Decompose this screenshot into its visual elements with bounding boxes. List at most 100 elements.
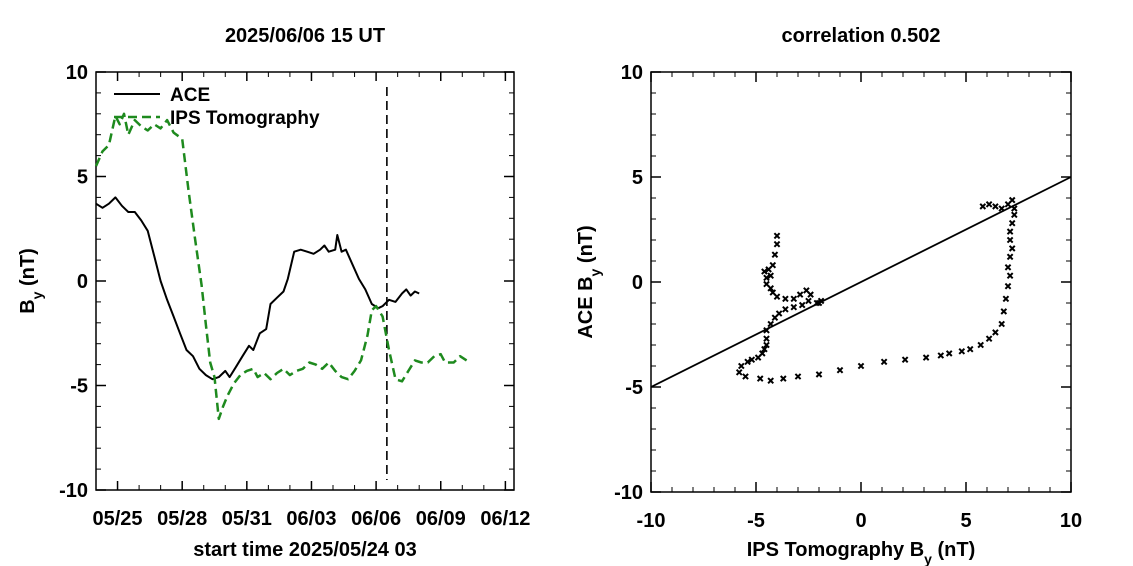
legend-label-ips: IPS Tomography (170, 108, 320, 129)
scatter-point (966, 345, 974, 353)
x-tick-label: 05/28 (157, 508, 207, 530)
scatter-y-axis-label: ACE By (nT) (575, 225, 603, 338)
scatter-point (985, 200, 993, 208)
scatter-point (796, 291, 804, 298)
x-tick-label: 0 (855, 510, 866, 532)
x-tick-label: 10 (1060, 510, 1082, 532)
scatter-point (1006, 253, 1014, 261)
scatter-point (767, 377, 775, 385)
scatter-point (815, 371, 823, 378)
timeseries-y-axis-label: By (nT) (17, 248, 45, 314)
scatter-title: correlation 0.502 (782, 25, 941, 47)
scatter-point (1000, 308, 1008, 315)
scatter-point (773, 232, 781, 240)
scatter-point (744, 358, 751, 366)
scatter-x-axis-label: IPS Tomography By (nT) (747, 539, 976, 566)
y-tick-label: 10 (66, 62, 88, 84)
y-tick-label: 0 (632, 272, 643, 294)
timeseries-series (94, 87, 468, 480)
scatter-point (763, 326, 770, 334)
ips-tomography-line (94, 112, 468, 421)
scatter-point (945, 350, 953, 357)
y-tick-label: -10 (614, 482, 643, 504)
timeseries-ticks (95, 71, 514, 491)
timeseries-x-axis-label: start time 2025/05/24 03 (193, 539, 417, 561)
timeseries-tick-labels: 05/25 05/28 05/31 06/03 06/06 06/09 06/12 -10 -5… (59, 62, 530, 530)
x-tick-label: 05/31 (222, 508, 272, 530)
scatter-point (779, 375, 787, 382)
scatter-point (1006, 272, 1014, 280)
scatter-tick-labels: -10 -5 0 5 10 -10 -5 0 5 10 (614, 62, 1082, 532)
scatter-point (880, 358, 888, 366)
timeseries-legend: ACE IPS Tomography (114, 85, 320, 129)
scatter-fit-line (650, 176, 1072, 388)
scatter-point (901, 356, 909, 364)
scatter-point (977, 341, 985, 349)
timeseries-title: 2025/06/06 15 UT (225, 25, 385, 47)
scatter-point (767, 272, 775, 280)
scatter-point (992, 203, 999, 210)
ace-line (95, 196, 420, 381)
scatter-point (742, 373, 749, 380)
scatter-point (775, 310, 783, 317)
scatter-point (836, 366, 844, 374)
x-tick-label: -5 (747, 510, 765, 532)
scatter-point (735, 368, 743, 376)
scatter-point (1004, 263, 1012, 271)
x-tick-label: 06/03 (286, 508, 336, 530)
scatter-point (769, 289, 777, 296)
scatter-point (763, 335, 770, 343)
x-tick-label: 06/09 (416, 508, 466, 530)
scatter-point (979, 203, 987, 210)
scatter-point (769, 261, 777, 269)
scatter-fit-line-group (650, 176, 1072, 388)
x-tick-label: 06/12 (480, 508, 530, 530)
scatter-point (737, 362, 745, 370)
scatter-point (798, 301, 806, 309)
scatter-point (992, 329, 999, 336)
scatter-point (857, 362, 865, 370)
y-tick-label: -10 (59, 480, 88, 502)
scatter-point (1006, 228, 1014, 235)
timeseries-plot-frame (95, 71, 515, 491)
scatter-point (998, 205, 1006, 212)
scatter-point (771, 251, 779, 259)
scatter-point (748, 356, 756, 364)
scatter-point (767, 320, 775, 328)
scatter-point (815, 299, 823, 307)
scatter-point (803, 287, 810, 294)
scatter-point (761, 345, 768, 353)
legend-label-ace: ACE (170, 85, 210, 106)
scatter-points (735, 196, 1018, 385)
scatter-point (1010, 205, 1018, 212)
y-tick-label: 0 (77, 271, 88, 293)
x-tick-label: 06/06 (351, 508, 401, 530)
scatter-point (761, 268, 768, 275)
y-tick-label: 5 (77, 167, 88, 189)
scatter-point (1006, 236, 1014, 244)
x-tick-label: -10 (637, 510, 666, 532)
scatter-panel: correlation 0.502 -10 -5 0 5 10 -10 -5 0 5 10 IPS… (575, 25, 1082, 566)
scatter-point (1008, 219, 1016, 227)
scatter-point (756, 375, 764, 382)
scatter-point (794, 373, 802, 380)
scatter-point (922, 354, 930, 361)
scatter-point (805, 297, 812, 305)
scatter-point (958, 347, 966, 355)
y-tick-label: -5 (70, 376, 88, 398)
scatter-point (1008, 245, 1016, 252)
scatter-ticks (650, 71, 1072, 493)
scatter-point (790, 295, 798, 303)
timeseries-panel: 2025/06/06 15 UT 05/25 05/28 05/31 06/03 06/… (17, 25, 530, 561)
scatter-point (1008, 196, 1016, 204)
scatter-point (758, 350, 766, 357)
scatter-point (763, 341, 770, 349)
scatter-point (937, 352, 945, 359)
scatter-point (1002, 295, 1010, 303)
scatter-point (1010, 211, 1018, 219)
scatter-point (790, 303, 798, 311)
scatter-point (985, 335, 993, 343)
scatter-point (998, 320, 1006, 328)
scatter-point (763, 280, 770, 288)
y-tick-label: 5 (632, 167, 643, 189)
